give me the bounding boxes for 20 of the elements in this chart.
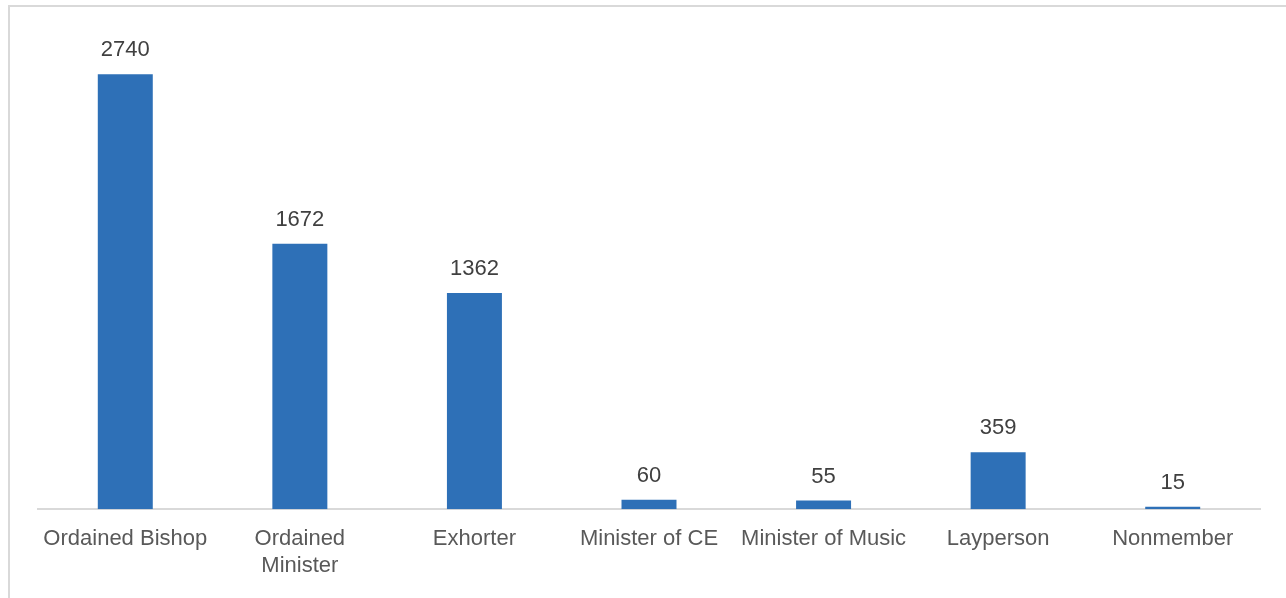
- x-tick-label: Ordained Minister: [254, 525, 346, 577]
- data-label: 55: [811, 462, 836, 488]
- data-label: 1362: [449, 255, 499, 281]
- x-tick-label: Layperson: [946, 525, 1050, 551]
- bar: [796, 500, 852, 510]
- data-label: 15: [1160, 468, 1185, 494]
- data-label: 2740: [100, 36, 150, 62]
- bar: [446, 293, 502, 510]
- bar: [272, 243, 328, 510]
- bar: [970, 452, 1026, 510]
- x-tick-label: Ordained Bishop: [43, 525, 208, 551]
- data-label: 359: [979, 414, 1017, 440]
- data-label: 60: [636, 461, 662, 487]
- bar: [97, 74, 153, 510]
- x-tick-label: Nonmember: [1112, 525, 1234, 551]
- x-tick-label: Minister of Music: [741, 525, 907, 551]
- x-tick-label: Minister of CE: [579, 525, 719, 551]
- bar: [621, 499, 677, 510]
- x-tick-label: Exhorter: [432, 525, 517, 551]
- data-label: 1672: [275, 205, 325, 231]
